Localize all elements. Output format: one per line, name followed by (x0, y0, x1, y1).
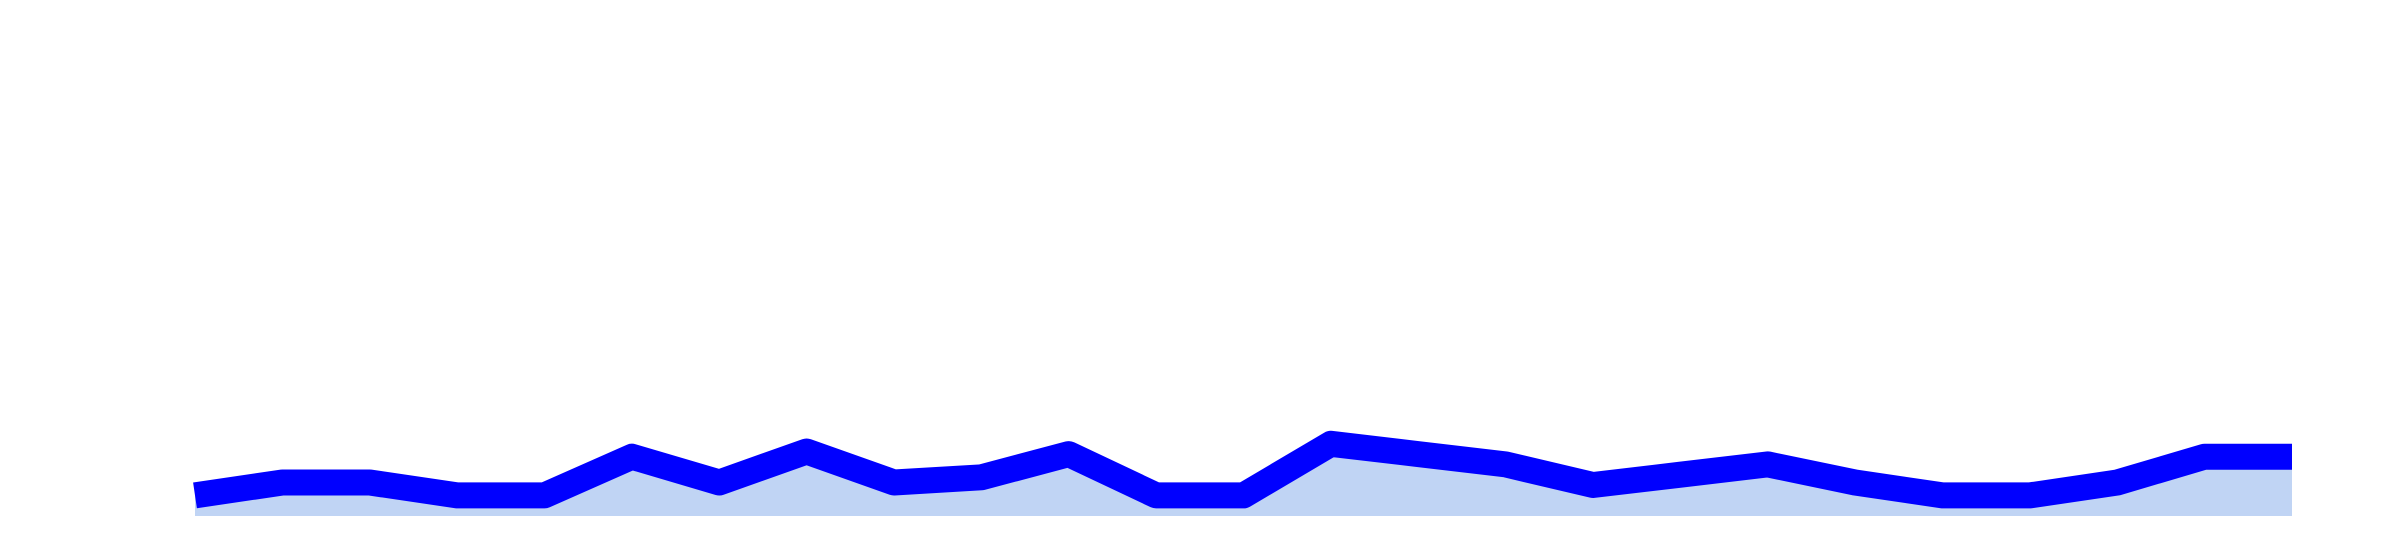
series-area (195, 443, 2292, 516)
line-layer (193, 430, 2292, 509)
area-layer (195, 443, 2292, 516)
series-line (193, 430, 2292, 509)
